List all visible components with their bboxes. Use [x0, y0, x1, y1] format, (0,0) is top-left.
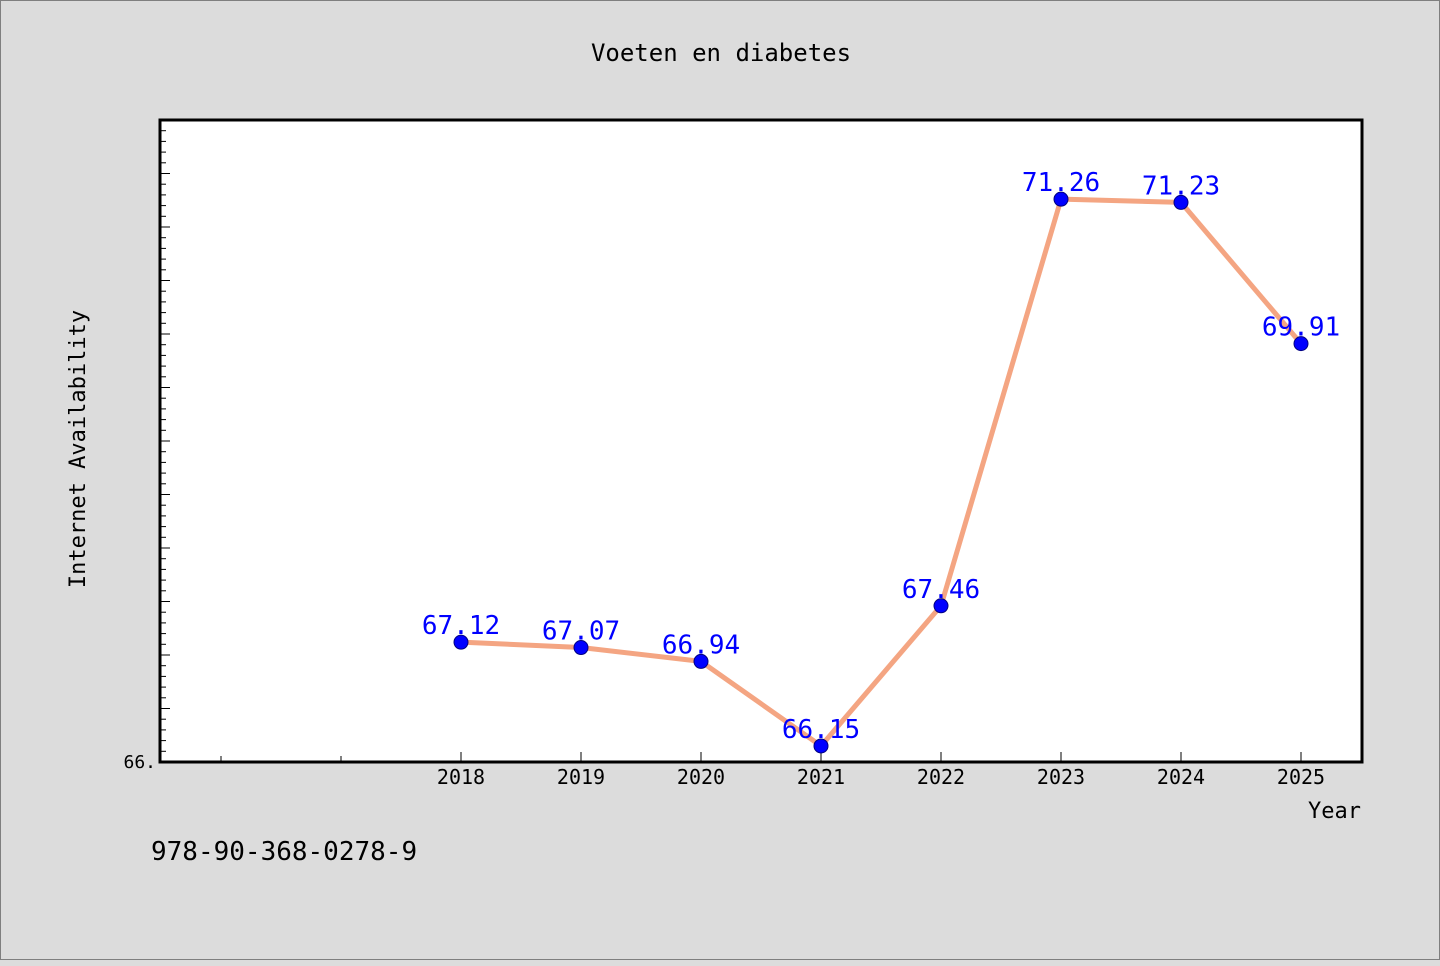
x-axis-label: Year	[1308, 799, 1361, 824]
data-label: 66.15	[782, 715, 860, 745]
x-axis-ticks	[220, 752, 1302, 762]
x-tick-label: 2019	[557, 765, 605, 789]
x-tick-label: 2022	[917, 765, 965, 789]
x-axis-tick-labels: 2018 2019 2020 2021 2022 2023 2024 2025	[437, 765, 1325, 789]
data-label: 67.07	[542, 617, 620, 647]
x-tick-label: 2021	[797, 765, 845, 789]
data-point	[453, 634, 469, 650]
isbn-code: 978-90-368-0278-9	[151, 837, 418, 867]
data-label: 71.26	[1022, 168, 1100, 198]
data-point	[573, 640, 589, 656]
data-point	[1293, 336, 1309, 352]
data-label: 66.94	[662, 630, 740, 660]
x-tick-label: 2020	[677, 765, 725, 789]
data-point	[933, 598, 949, 614]
plot-area	[158, 118, 1364, 764]
data-point	[1173, 194, 1189, 210]
data-point	[693, 653, 709, 669]
data-label: 69.91	[1262, 313, 1340, 343]
data-label: 67.46	[902, 575, 980, 605]
x-tick-label: 2018	[437, 765, 485, 789]
data-point	[1053, 191, 1069, 207]
y-tick-label: 66.	[123, 752, 156, 773]
data-label: 67.12	[422, 611, 500, 641]
y-axis-label: Internet Availability	[66, 310, 91, 588]
x-tick-label: 2025	[1277, 765, 1325, 789]
series-layer: 67.12 67.07 66.94 66.15 67.46 71.26 71.23 69.91	[422, 168, 1340, 754]
series-line	[458, 196, 1304, 749]
x-tick-label: 2023	[1037, 765, 1085, 789]
x-tick-label: 2024	[1157, 765, 1205, 789]
data-point	[813, 738, 829, 754]
chart-title: Voeten en diabetes	[591, 39, 851, 67]
data-label: 71.23	[1142, 171, 1220, 201]
y-axis-ticks	[160, 130, 170, 752]
